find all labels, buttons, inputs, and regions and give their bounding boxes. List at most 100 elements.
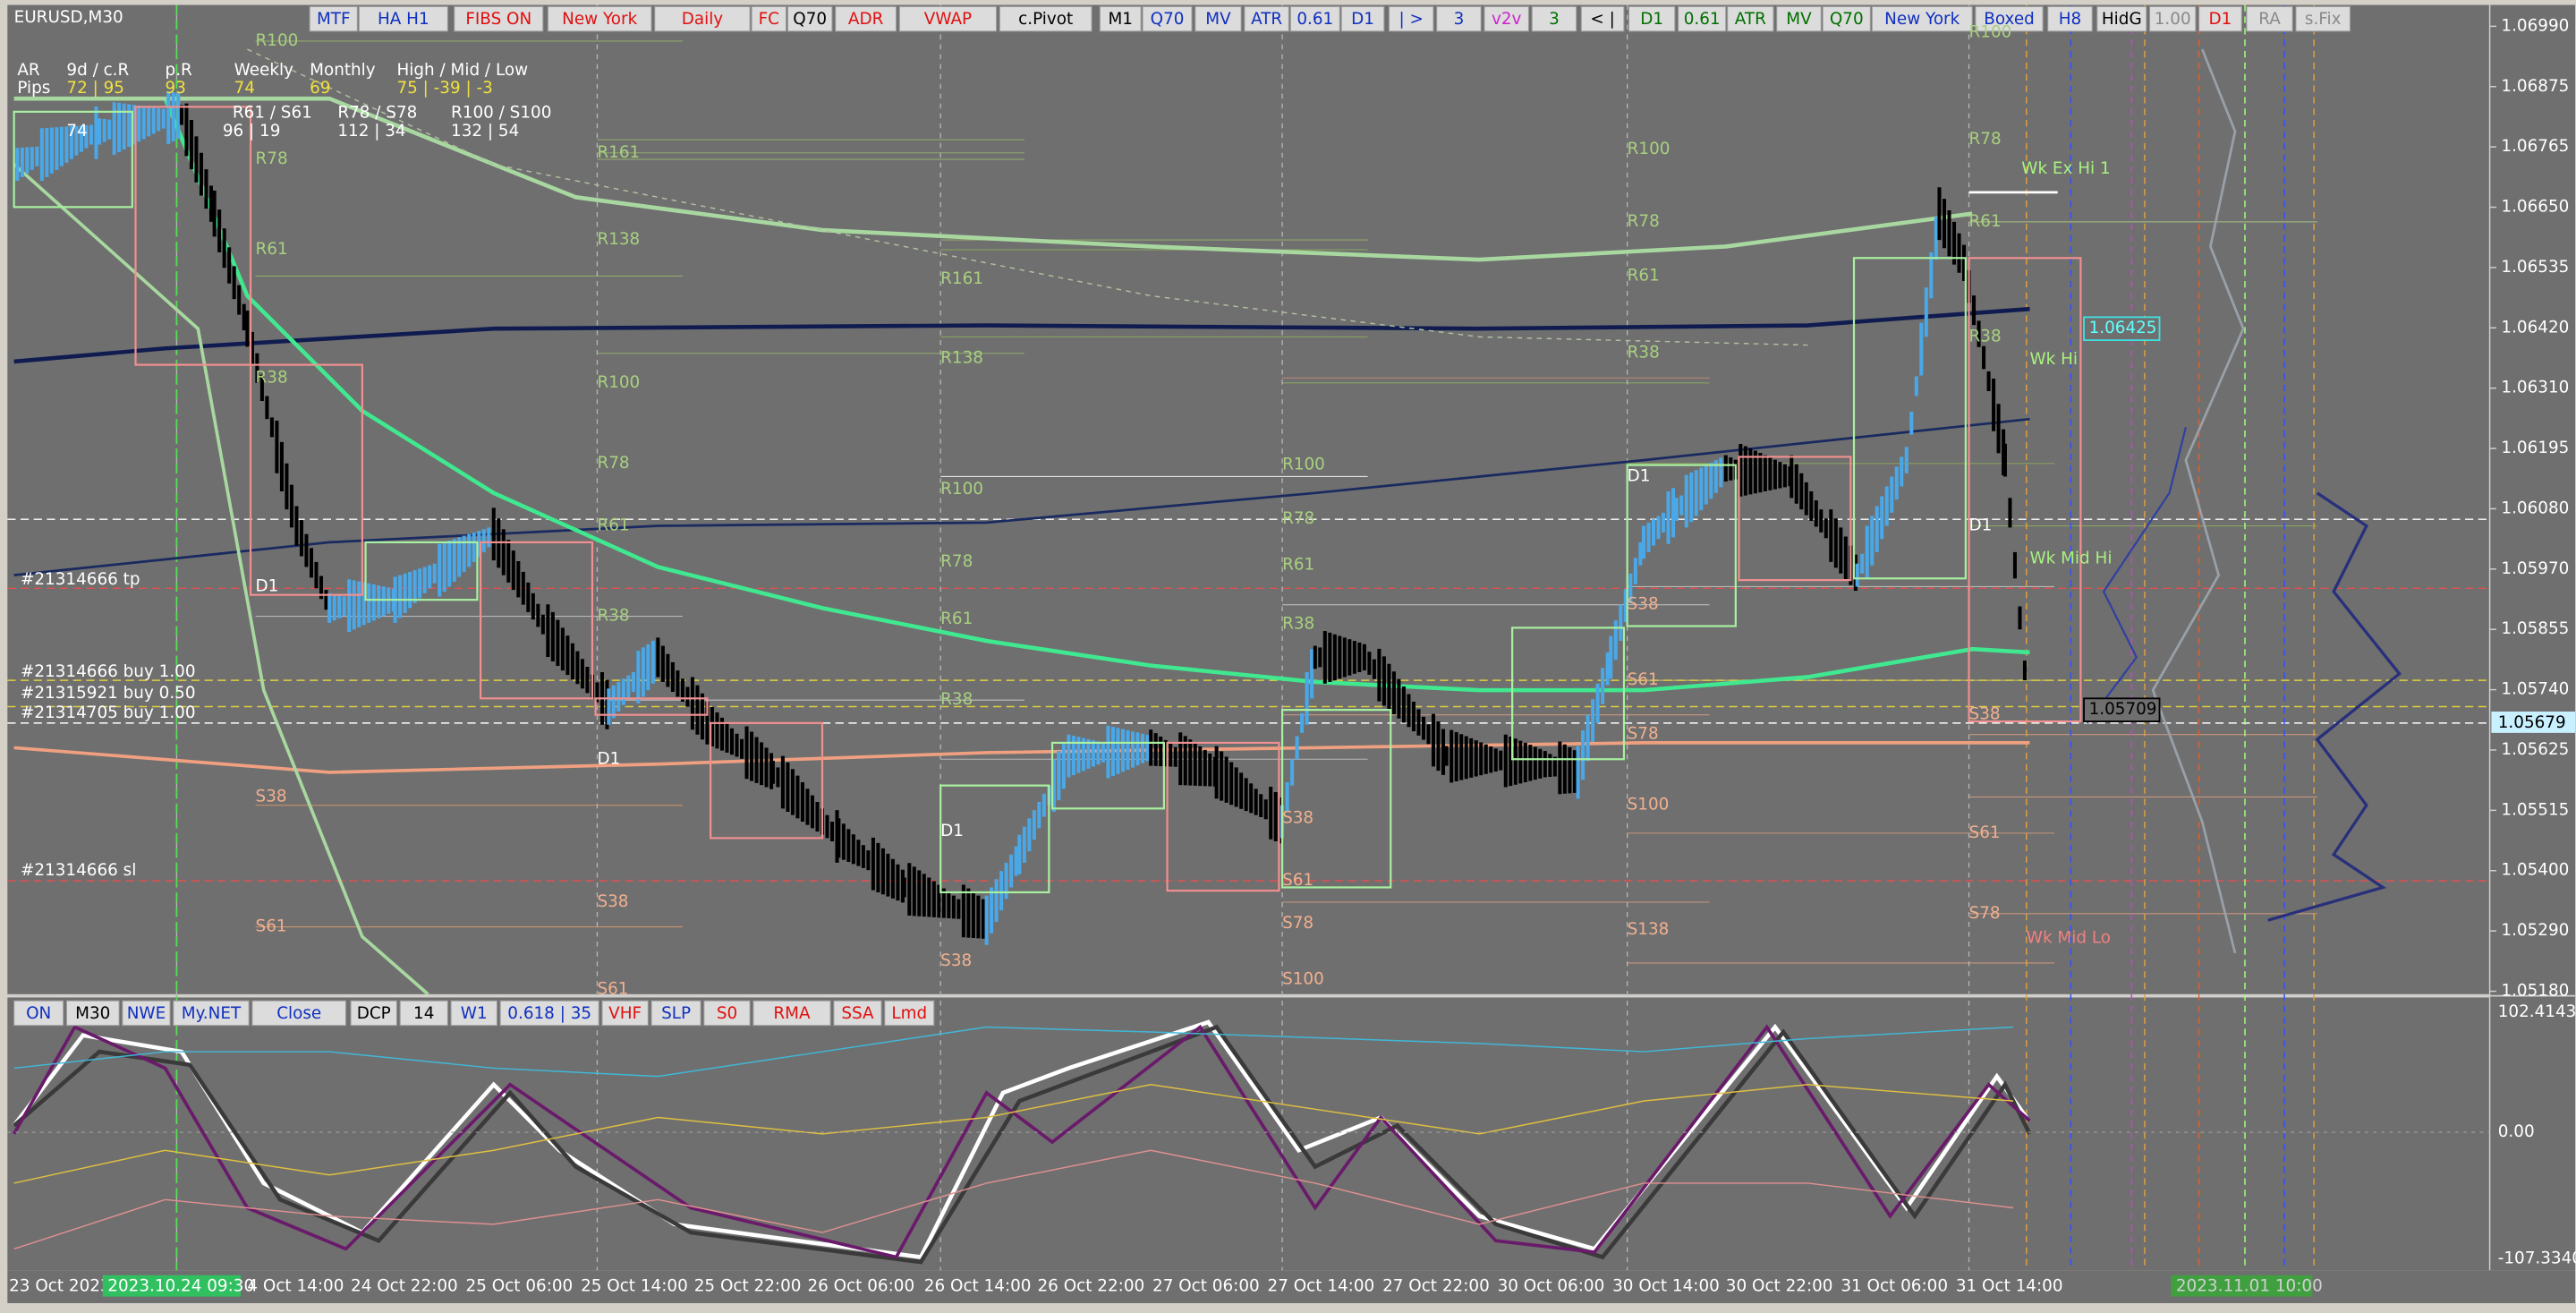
toolbar-button[interactable]	[1822, 5, 1871, 32]
indicator-button-label[interactable]: W1	[461, 1004, 488, 1023]
toolbar-button[interactable]	[654, 5, 751, 32]
indicator-button[interactable]	[601, 1000, 649, 1027]
toolbar-button[interactable]	[2295, 5, 2351, 32]
toolbar-button-label[interactable]: ATR	[1251, 10, 1282, 29]
indicator-button[interactable]	[251, 1000, 347, 1027]
indicator-button-label[interactable]: DCP	[357, 1004, 391, 1023]
toolbar-button[interactable]	[309, 5, 358, 32]
toolbar-button[interactable]	[1871, 5, 1973, 32]
toolbar-button[interactable]	[1244, 5, 1289, 32]
toolbar-button[interactable]	[2198, 5, 2242, 32]
toolbar-button-label[interactable]: 3	[1454, 10, 1465, 29]
indicator-button[interactable]	[13, 1000, 64, 1027]
indicator-button-label[interactable]: Lmd	[891, 1004, 927, 1023]
indicator-button[interactable]	[350, 1000, 397, 1027]
indicator-button[interactable]	[173, 1000, 250, 1027]
toolbar-button[interactable]	[1142, 5, 1193, 32]
toolbar-button-label[interactable]: MV	[1786, 10, 1812, 29]
toolbar-button[interactable]	[2246, 5, 2293, 32]
indicator-button[interactable]	[450, 1000, 497, 1027]
toolbar-button-label[interactable]: 0.61	[1297, 10, 1333, 29]
toolbar-button[interactable]	[358, 5, 448, 32]
toolbar-button[interactable]	[2047, 5, 2093, 32]
toolbar-button-label[interactable]: D1	[1351, 10, 1374, 29]
toolbar-button[interactable]	[1776, 5, 1822, 32]
toolbar-button-label[interactable]: M1	[1108, 10, 1133, 29]
toolbar-button-label[interactable]: New York	[1884, 10, 1960, 29]
indicator-button-label[interactable]: NWE	[127, 1004, 166, 1023]
indicator-button-label[interactable]: SSA	[841, 1004, 874, 1023]
toolbar-button-label[interactable]: 0.61	[1684, 10, 1721, 29]
indicator-button[interactable]	[122, 1000, 171, 1027]
time-axis-label: 31 Oct 06:00	[1841, 1277, 1948, 1296]
toolbar-button[interactable]	[1678, 5, 1727, 32]
toolbar-button-label[interactable]: New York	[562, 10, 637, 29]
toolbar-button-label[interactable]: FIBS ON	[465, 10, 531, 29]
toolbar-button-label[interactable]: < |	[1590, 10, 1614, 29]
toolbar-button[interactable]	[1727, 5, 1774, 32]
toolbar-button-label[interactable]: H8	[2059, 10, 2082, 29]
toolbar-button[interactable]	[454, 5, 544, 32]
toolbar-button[interactable]	[1580, 5, 1625, 32]
toolbar-button-label[interactable]: HidG	[2102, 10, 2142, 29]
indicator-button-label[interactable]: S0	[717, 1004, 737, 1023]
toolbar-button[interactable]	[835, 5, 897, 32]
toolbar-button[interactable]	[1484, 5, 1530, 32]
toolbar-button-label[interactable]: FC	[759, 10, 779, 29]
toolbar-button-label[interactable]: MV	[1205, 10, 1231, 29]
toolbar-button-label[interactable]: HA H1	[378, 10, 429, 29]
toolbar-button[interactable]	[547, 5, 652, 32]
toolbar-button-label[interactable]: D1	[1640, 10, 1663, 29]
toolbar-button-label[interactable]: | >	[1399, 10, 1424, 29]
toolbar-button[interactable]	[1289, 5, 1340, 32]
toolbar-button[interactable]	[751, 5, 787, 32]
indicator-button[interactable]	[703, 1000, 751, 1027]
toolbar-button[interactable]	[1975, 5, 2044, 32]
indicator-button-label[interactable]: RMA	[773, 1004, 811, 1023]
ma-light-green	[13, 96, 1973, 262]
indicator-button-label[interactable]: My.NET	[182, 1004, 242, 1023]
toolbar-button-label[interactable]: RA	[2258, 10, 2281, 29]
indicator-button-label[interactable]: 0.618 | 35	[507, 1004, 591, 1023]
indicator-button-label[interactable]: VHF	[608, 1004, 642, 1023]
toolbar-button-label[interactable]: MTF	[317, 10, 351, 29]
toolbar-button[interactable]	[1194, 5, 1242, 32]
indicator-button-label[interactable]: SLP	[661, 1004, 691, 1023]
toolbar-button-label[interactable]: 3	[1549, 10, 1560, 29]
toolbar-button[interactable]	[898, 5, 998, 32]
toolbar-button-label[interactable]: c.Pivot	[1018, 10, 1073, 29]
toolbar-button[interactable]	[1388, 5, 1434, 32]
toolbar-button-label[interactable]: Daily	[682, 10, 724, 29]
indicator-button[interactable]	[833, 1000, 882, 1027]
indicator-button-label[interactable]: M30	[75, 1004, 110, 1023]
toolbar-button-label[interactable]: 1.00	[2155, 10, 2191, 29]
toolbar-button[interactable]	[1099, 5, 1142, 32]
toolbar-button[interactable]	[2096, 5, 2147, 32]
indicator-button[interactable]	[650, 1000, 701, 1027]
toolbar-button-label[interactable]: s.Fix	[2305, 10, 2342, 29]
indicator-button-label[interactable]: 14	[413, 1004, 434, 1023]
toolbar-button[interactable]	[1531, 5, 1577, 32]
toolbar-button[interactable]	[1436, 5, 1482, 32]
indicator-button[interactable]	[499, 1000, 599, 1027]
indicator-button-label[interactable]: Close	[276, 1004, 321, 1023]
toolbar-button-label[interactable]: Q70	[1830, 10, 1864, 29]
indicator-button[interactable]	[752, 1000, 831, 1027]
toolbar-button-label[interactable]: Q70	[793, 10, 827, 29]
indicator-button[interactable]	[884, 1000, 935, 1027]
toolbar-button[interactable]	[1340, 5, 1385, 32]
indicator-button[interactable]	[65, 1000, 120, 1027]
toolbar-button-label[interactable]: D1	[2209, 10, 2232, 29]
toolbar-button[interactable]	[1628, 5, 1676, 32]
toolbar-button[interactable]	[2148, 5, 2197, 32]
toolbar-button-label[interactable]: ADR	[848, 10, 884, 29]
toolbar-button[interactable]	[999, 5, 1092, 32]
toolbar-button-label[interactable]: Boxed	[1984, 10, 2035, 29]
toolbar-button-label[interactable]: VWAP	[924, 10, 972, 29]
toolbar-button-label[interactable]: v2v	[1492, 10, 1522, 29]
toolbar-button-label[interactable]: ATR	[1735, 10, 1766, 29]
toolbar-button-label[interactable]: Q70	[1151, 10, 1185, 29]
toolbar-button[interactable]	[786, 5, 833, 32]
indicator-button-label[interactable]: ON	[26, 1004, 51, 1023]
indicator-button[interactable]	[399, 1000, 448, 1027]
